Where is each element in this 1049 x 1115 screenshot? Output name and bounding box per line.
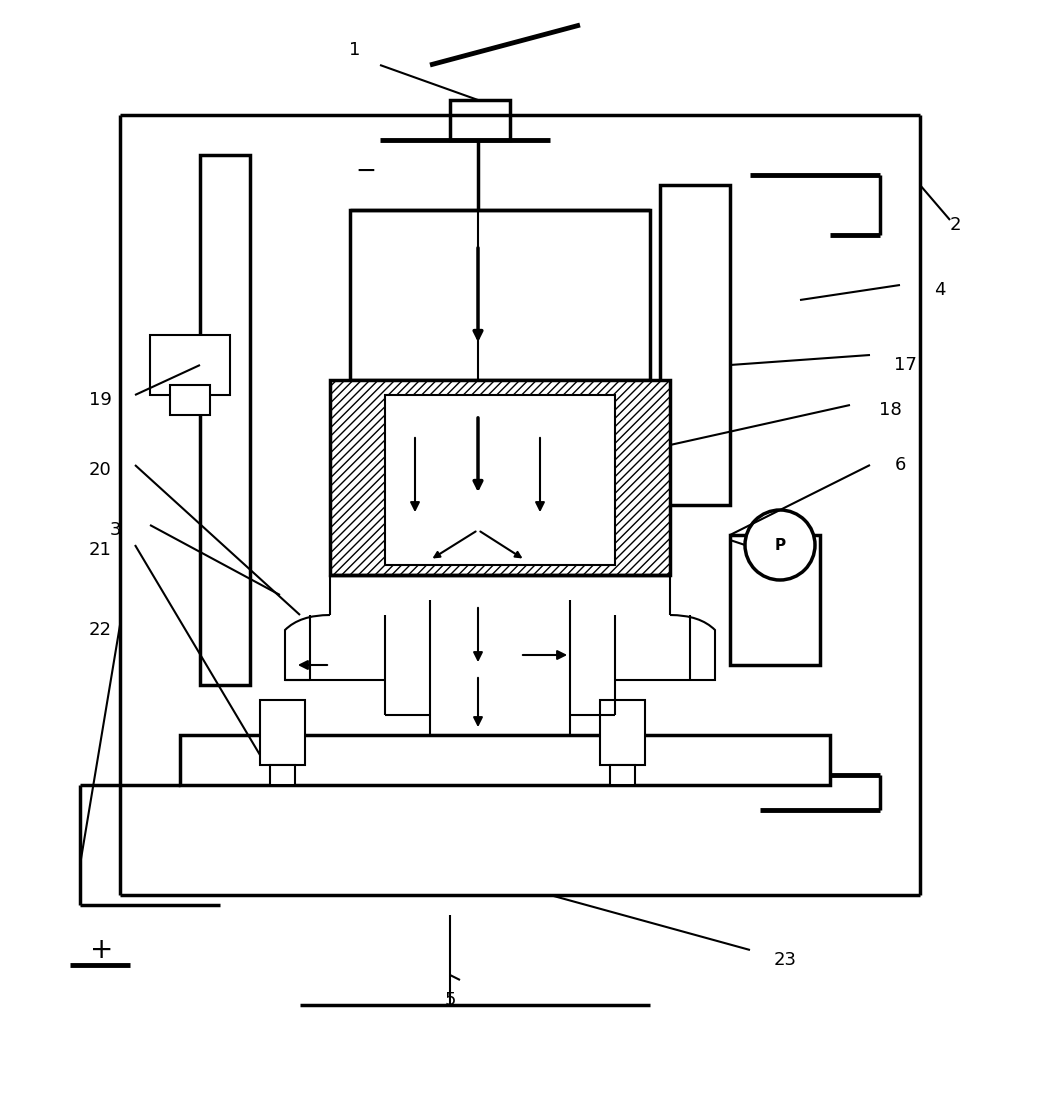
Bar (170, 385, 210, 415)
Bar (350, 210, 650, 380)
Text: 6: 6 (895, 456, 905, 474)
Text: 21: 21 (88, 541, 111, 559)
Text: 17: 17 (894, 356, 917, 374)
Text: 3: 3 (109, 521, 121, 539)
Bar (150, 334, 230, 395)
Text: 2: 2 (949, 216, 961, 234)
Bar (450, 100, 510, 140)
Text: 23: 23 (773, 951, 796, 969)
Text: P: P (774, 537, 786, 553)
Bar (180, 735, 830, 785)
Text: $-$: $-$ (355, 158, 376, 182)
Text: 1: 1 (349, 41, 361, 59)
Bar (270, 765, 295, 785)
Bar (730, 535, 820, 665)
Text: 4: 4 (935, 281, 946, 299)
Bar (385, 395, 615, 565)
Text: 22: 22 (88, 621, 111, 639)
Bar (660, 185, 730, 505)
Text: 18: 18 (879, 401, 901, 419)
Text: 5: 5 (444, 991, 455, 1009)
Text: 19: 19 (88, 391, 111, 409)
Bar (611, 765, 635, 785)
Text: 20: 20 (88, 460, 111, 479)
Bar (330, 380, 670, 575)
Bar (260, 700, 305, 765)
Bar (200, 155, 250, 685)
Text: $+$: $+$ (89, 935, 111, 964)
Circle shape (745, 510, 815, 580)
Bar (600, 700, 645, 765)
